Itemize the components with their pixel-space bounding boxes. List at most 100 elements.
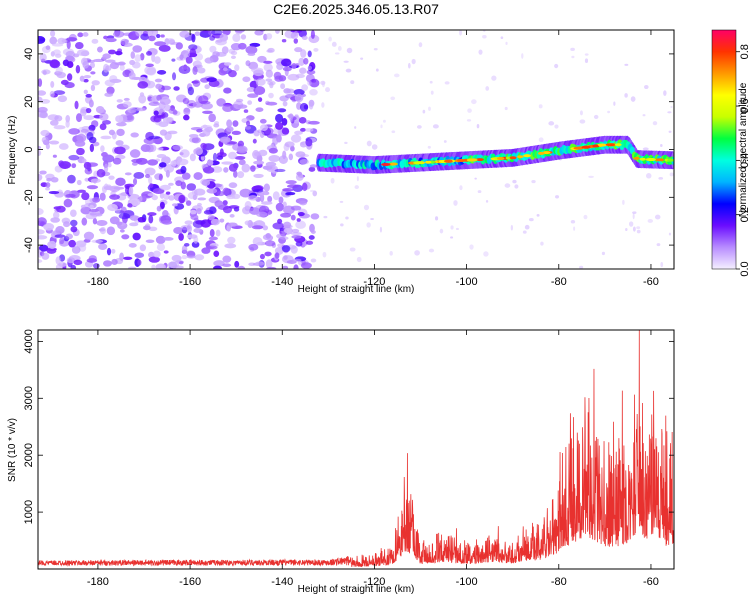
- noise-speck: [354, 126, 357, 129]
- noise-speck: [632, 211, 637, 214]
- noise-blob: [188, 133, 199, 138]
- noise-blob: [68, 154, 80, 161]
- noise-blob: [163, 193, 170, 200]
- noise-blob: [216, 98, 226, 107]
- signal-peak: [425, 160, 432, 164]
- noise-blob: [58, 143, 69, 150]
- noise-speck: [310, 258, 317, 263]
- noise-blob: [122, 101, 132, 108]
- noise-blob: [135, 30, 142, 37]
- noise-blob: [180, 224, 191, 231]
- noise-blob: [49, 90, 55, 98]
- noise-blob: [48, 190, 60, 195]
- noise-blob: [183, 107, 191, 116]
- noise-speck: [430, 90, 434, 95]
- colorbar-gradient: [711, 29, 737, 270]
- noise-blob: [239, 188, 252, 198]
- noise-blob: [148, 176, 153, 185]
- noise-speck: [660, 262, 664, 268]
- noise-blob: [179, 149, 190, 158]
- noise-blob: [252, 237, 263, 246]
- noise-blob: [134, 252, 145, 258]
- noise-speck: [360, 57, 364, 60]
- noise-blob: [209, 45, 217, 53]
- noise-blob: [265, 69, 273, 78]
- x-tick-label: -180: [87, 576, 109, 588]
- signal-peak: [573, 146, 584, 150]
- noise-blob: [51, 43, 64, 47]
- noise-blob: [179, 30, 190, 38]
- noise-blob: [193, 227, 202, 234]
- colorbar-tick-label: 0.8: [739, 44, 750, 59]
- noise-blob: [148, 215, 154, 224]
- signal-peak: [605, 143, 616, 147]
- noise-blob: [201, 102, 213, 110]
- noise-blob: [215, 229, 221, 237]
- noise-blob: [75, 42, 84, 50]
- noise-speck: [482, 35, 487, 39]
- noise-blob: [230, 55, 236, 60]
- noise-speck: [414, 250, 420, 256]
- noise-blob: [265, 259, 273, 269]
- noise-blob: [56, 205, 66, 213]
- noise-blob: [213, 123, 220, 128]
- noise-speck: [323, 215, 328, 219]
- noise-blob: [106, 247, 112, 256]
- noise-blob: [274, 75, 284, 82]
- noise-blob: [171, 265, 184, 269]
- noise-blob: [194, 147, 203, 156]
- noise-blob: [183, 114, 190, 121]
- noise-blob: [310, 230, 316, 234]
- noise-blob: [305, 128, 314, 132]
- noise-blob: [156, 205, 162, 212]
- noise-blob: [53, 125, 66, 130]
- noise-speck: [647, 218, 653, 223]
- noise-blob: [120, 206, 127, 214]
- noise-blob: [219, 183, 224, 190]
- noise-speck: [450, 225, 454, 230]
- noise-blob: [175, 42, 183, 50]
- noise-blob: [119, 64, 125, 71]
- noise-blob: [213, 265, 222, 269]
- noise-speck: [504, 106, 508, 111]
- noise-blob: [221, 46, 229, 54]
- noise-blob: [275, 122, 284, 130]
- noise-blob: [55, 226, 65, 234]
- noise-blob: [158, 162, 167, 168]
- noise-blob: [160, 34, 165, 38]
- noise-blob: [281, 245, 291, 253]
- noise-blob: [248, 243, 259, 251]
- noise-blob: [99, 112, 109, 121]
- noise-blob: [151, 264, 156, 269]
- noise-blob: [70, 226, 78, 233]
- noise-blob: [38, 229, 45, 235]
- noise-speck: [642, 147, 649, 151]
- noise-blob: [307, 120, 320, 125]
- noise-blob: [52, 154, 57, 158]
- colorbar-ticks: 0.0 0.2 0.4 0.6 0.8: [736, 44, 750, 277]
- noise-speck: [573, 226, 576, 231]
- noise-speck: [654, 214, 661, 220]
- noise-blob: [147, 159, 159, 166]
- noise-blob: [106, 226, 116, 236]
- spectrogram-x-ticks: -180 -160 -140 -120 -100 -80 -60: [87, 30, 659, 288]
- noise-blob: [189, 48, 197, 57]
- noise-blob: [281, 38, 287, 43]
- noise-blob: [145, 63, 154, 68]
- noise-blob: [85, 93, 92, 98]
- noise-blob: [253, 86, 266, 95]
- signal-peak: [597, 143, 608, 147]
- noise-blob: [144, 167, 156, 176]
- noise-speck: [548, 121, 555, 126]
- noise-blob: [38, 259, 43, 263]
- noise-blob: [308, 166, 316, 172]
- noise-blob: [276, 63, 284, 71]
- noise-speck: [622, 199, 625, 205]
- noise-blob: [168, 182, 174, 186]
- noise-blob: [38, 90, 47, 96]
- noise-blob: [182, 97, 190, 105]
- noise-speck: [570, 47, 575, 51]
- noise-blob: [120, 38, 129, 46]
- noise-blob: [86, 132, 94, 141]
- noise-speck: [646, 173, 652, 179]
